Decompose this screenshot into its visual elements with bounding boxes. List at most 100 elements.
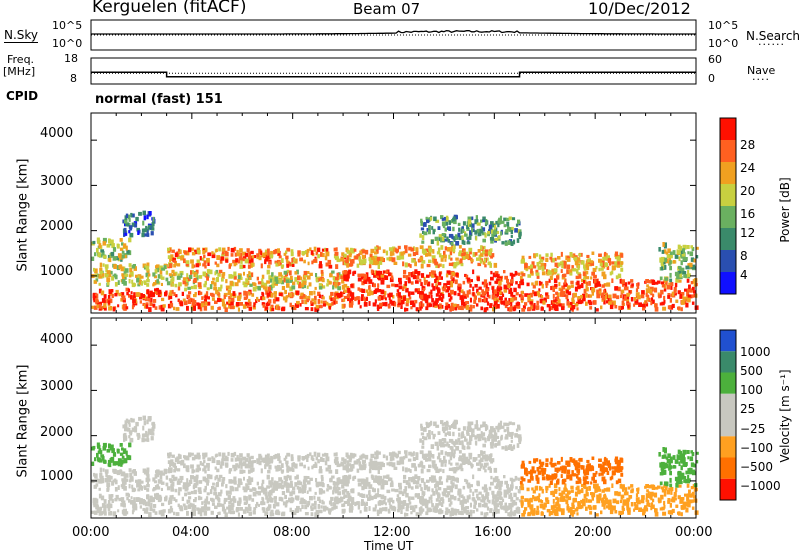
velocity-cell [278,477,282,482]
velocity-cell [184,487,188,492]
power-cell [679,294,683,299]
power-cell [469,297,472,303]
velocity-cell [690,486,693,490]
velocity-cell [304,478,308,483]
velocity-cell [450,480,453,485]
power-cell [104,264,109,269]
power-cell [384,275,389,280]
velocity-cell [493,502,497,507]
power-cell [642,307,646,311]
velocity-cell [337,491,341,496]
velocity-cell [288,475,292,481]
velocity-cell [246,453,250,458]
velocity-cell [487,466,492,471]
power-cell [669,260,672,265]
power-cell [315,304,319,309]
velocity-cell [495,425,498,430]
velocity-cell [455,462,459,466]
velocity-cell [626,503,630,508]
velocity-cell [560,494,564,500]
power-cell [347,291,351,295]
velocity-cell [498,501,503,505]
velocity-cell [179,506,184,511]
power-cell [144,233,148,237]
velocity-cell [154,511,158,515]
velocity-cell [275,502,280,507]
velocity-cell [635,493,639,498]
power-cell [555,292,558,296]
velocity-cell [499,420,503,424]
power-cell [547,269,550,274]
velocity-cell [237,478,242,482]
power-cell [467,223,471,227]
power-cell [380,279,385,285]
power-cell [240,252,243,258]
velocity-cell [99,472,103,478]
velocity-cell [218,452,222,457]
velocity-cell [147,416,150,421]
power-cell [363,279,366,284]
velocity-cell [186,510,189,516]
power-cell [359,288,363,293]
power-cell [524,263,528,268]
velocity-cell [419,438,422,443]
velocity-cell [217,492,222,497]
power-cell [508,216,512,220]
velocity-cell [611,507,614,512]
power-cell [375,273,379,278]
power-cell [149,301,153,307]
velocity-cell [598,495,601,501]
power-cell [417,271,421,276]
power-cell [174,283,178,288]
power-cell [182,298,186,302]
power-cell [229,293,233,298]
power-cell [230,274,235,279]
power-cell [679,245,683,251]
velocity-cell [410,496,415,500]
power-cell [549,305,553,311]
power-cell [485,288,489,293]
velocity-cell [146,474,150,479]
power-cell [206,257,210,263]
power-cell [432,258,435,263]
velocity-cell [325,453,329,458]
power-cell [691,294,695,298]
power-cell [545,280,549,286]
velocity-cell [496,503,500,508]
power-cell [511,275,514,280]
velocity-cell [185,465,190,469]
velocity-cell [437,502,442,506]
power-cell [332,285,335,290]
power-cell [195,275,199,281]
velocity-cell [378,465,383,470]
velocity-cell [148,512,152,517]
velocity-cell [561,511,565,516]
velocity-cell [645,507,649,512]
velocity-cell [316,452,321,458]
velocity-cell [246,479,249,483]
power-cell [143,280,146,284]
velocity-cell [442,492,447,497]
power-cell [237,295,240,301]
velocity-cell [167,452,170,456]
velocity-cell [106,449,111,453]
power-cell [108,257,112,263]
power-cell [445,302,449,306]
power-cell [567,303,572,308]
velocity-cell [421,445,425,449]
power-cell [212,252,216,256]
power-cell [307,261,310,266]
velocity-cell [264,454,269,459]
velocity-cell [504,436,509,440]
power-cell [558,303,562,307]
power-cell [618,305,622,311]
power-cell [137,283,141,287]
power-cell [621,289,625,294]
velocity-cell [397,497,401,502]
power-cell [218,247,222,252]
velocity-cell [314,491,317,495]
power-cell [604,262,608,266]
power-cell [682,296,686,301]
power-cell [454,305,458,311]
power-cell [472,252,475,257]
